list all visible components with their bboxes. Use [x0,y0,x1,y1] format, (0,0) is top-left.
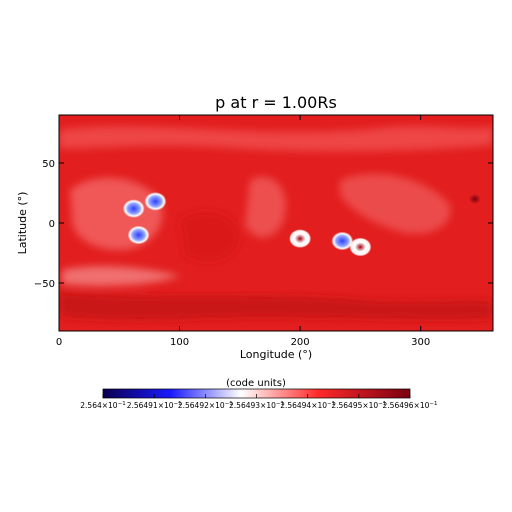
mid-lobe [180,211,240,262]
colorbar-tick-label: 2.56494×10−1 [280,401,335,410]
x-tick-label: 0 [56,337,62,348]
heatmap-field [59,115,493,331]
field-structures [59,126,493,320]
y-tick-label: −50 [34,279,55,290]
feature-dark [468,193,481,205]
upper-band [59,126,493,152]
feature-layer [122,192,481,257]
lower-band [59,292,493,320]
x-tick-label: 300 [411,337,430,348]
y-tick-label: 50 [42,159,55,170]
x-axis: 0 100 200 300 [56,115,430,348]
feature-low [144,192,167,211]
feature-low [122,199,145,218]
colorbar-tick-label: 2.56496×10−1 [383,401,438,410]
y-axis: 50 0 −50 [34,159,493,290]
chart-title: p at r = 1.00Rs [215,93,337,112]
feature-high [349,237,372,257]
colorbar-tick-label: 2.564×10−1 [80,401,125,410]
swirl-right [340,174,451,234]
colorbar-tick-label: 2.56492×10−1 [178,401,233,410]
colorbar-label: (code units) [226,378,286,389]
feature-low [331,231,354,251]
colorbar-tick-label: 2.56493×10−1 [229,401,284,410]
colorbar-ticks: 2.564×10−1 2.56491×10−12.56492×10−12.5649… [80,394,437,410]
light-streak-south [62,266,180,286]
colorbar-tick-label: 2.56491×10−1 [127,401,182,410]
colorbar-tick-label: 2.56495×10−1 [331,401,386,410]
feature-high [289,229,312,248]
feature-low [127,225,150,245]
y-axis-label: Latitude (°) [16,192,29,255]
x-tick-label: 100 [170,337,189,348]
y-tick-label: 0 [49,219,55,230]
x-axis-label: Longitude (°) [240,348,312,361]
x-tick-label: 200 [291,337,310,348]
swirl-mid [245,176,286,238]
